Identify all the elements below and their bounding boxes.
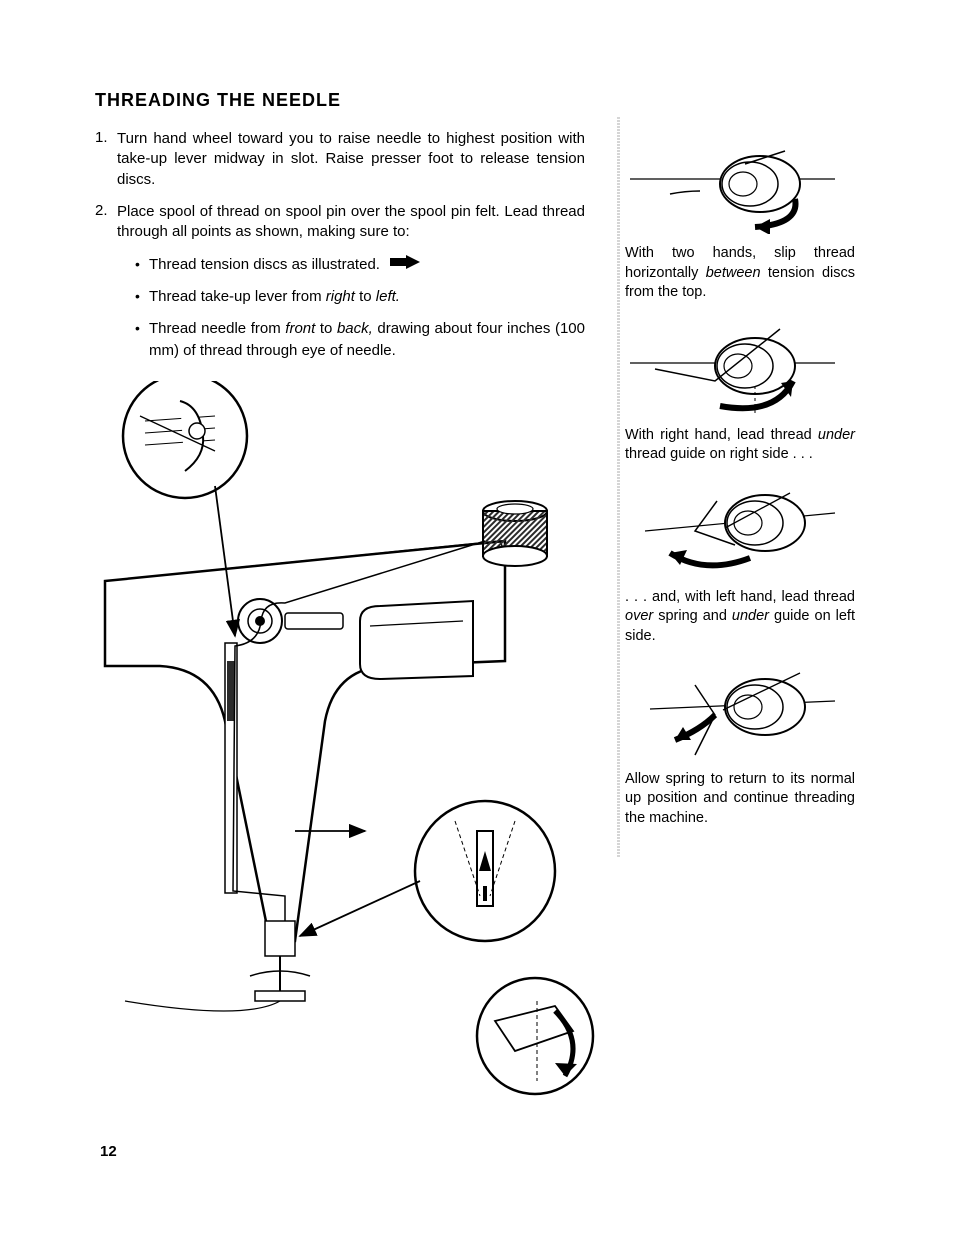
bullet-item: Thread needle from front to back, drawin… [135, 318, 585, 362]
step-text: Turn hand wheel toward you to raise need… [117, 129, 585, 190]
tension-disc-figure-1 [625, 139, 840, 234]
tension-disc-figure-2 [625, 321, 840, 416]
right-column: With two hands, slip thread horizontally… [625, 129, 855, 1101]
step-number: 1. [95, 129, 117, 190]
sidebar-step-1: With two hands, slip thread horizontally… [625, 139, 855, 303]
bullet-text: Thread tension discs as illustrated. [149, 256, 380, 273]
bullet-text: to [315, 320, 337, 337]
bullet-italic: back, [337, 320, 373, 337]
content-columns: 1. Turn hand wheel toward you to raise n… [95, 129, 894, 1101]
sidebar-caption: With right hand, lead thread under threa… [625, 426, 855, 465]
bullet-list: Thread tension discs as illustrated. Thr… [95, 254, 585, 361]
page-title: THREADING THE NEEDLE [95, 90, 894, 111]
left-column: 1. Turn hand wheel toward you to raise n… [95, 129, 585, 1101]
step-2: 2. Place spool of thread on spool pin ov… [95, 202, 585, 243]
page-number: 12 [100, 1143, 117, 1160]
bullet-item: Thread take-up lever from right to left. [135, 286, 585, 308]
bullet-italic: front [285, 320, 315, 337]
column-divider [617, 117, 620, 857]
step-number: 2. [95, 202, 117, 243]
step-1: 1. Turn hand wheel toward you to raise n… [95, 129, 585, 190]
bullet-text: Thread needle from [149, 320, 285, 337]
arrow-icon [390, 254, 420, 276]
sidebar-step-2: With right hand, lead thread under threa… [625, 321, 855, 465]
sidebar-step-4: Allow spring to return to its normal up … [625, 665, 855, 829]
bullet-text: Thread take-up lever from [149, 288, 326, 305]
sidebar-step-3: . . . and, with left hand, lead thread o… [625, 483, 855, 647]
bullet-italic: right [326, 288, 355, 305]
sidebar-caption: Allow spring to return to its normal up … [625, 770, 855, 829]
bullet-text: to [355, 288, 376, 305]
step-text: Place spool of thread on spool pin over … [117, 202, 585, 243]
main-threading-diagram [85, 381, 595, 1101]
tension-disc-figure-3 [625, 483, 840, 578]
bullet-italic: left. [376, 288, 400, 305]
tension-disc-figure-4 [625, 665, 840, 760]
sidebar-caption: . . . and, with left hand, lead thread o… [625, 588, 855, 647]
bullet-item: Thread tension discs as illustrated. [135, 254, 585, 276]
sidebar-caption: With two hands, slip thread horizontally… [625, 244, 855, 303]
